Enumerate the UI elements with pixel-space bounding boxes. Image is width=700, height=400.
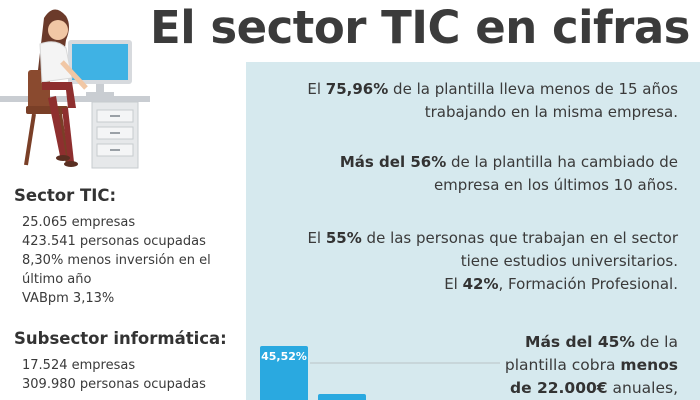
stat-text: empresa en los últimos 10 años. <box>433 176 678 194</box>
sector-tic-item: 25.065 empresas <box>22 215 136 230</box>
stat-text: trabajando en la misma empresa. <box>424 103 678 121</box>
stat-text: anuales, <box>607 379 679 397</box>
worker-at-desk-illustration <box>0 9 150 169</box>
subsector-section: Subsector informática: 17.524 empresas 3… <box>14 329 246 394</box>
stat-highlight: 55% <box>325 229 362 247</box>
stats-panel <box>246 62 700 400</box>
page-title: El sector TIC en cifras <box>150 1 690 54</box>
stat-job-change: Más del 56% de la plantilla ha cambiado … <box>340 151 678 197</box>
subsector-item: 309.980 personas ocupadas <box>22 377 206 392</box>
stat-text: plantilla cobra <box>504 356 621 374</box>
stat-text: El <box>444 275 463 293</box>
stat-highlight: 42% <box>462 275 499 293</box>
sector-tic-item: 423.541 personas ocupadas <box>22 234 206 249</box>
sector-tic-title: Sector TIC: <box>14 186 117 205</box>
stat-highlight: Más del 45% <box>525 333 635 351</box>
stat-text: El <box>307 229 326 247</box>
sector-tic-item: 8,30% menos inversión en el <box>22 253 211 268</box>
stat-salary: Más del 45% de la plantilla cobra menos … <box>505 331 678 400</box>
sector-tic-section: Sector TIC: 25.065 empresas 423.541 pers… <box>14 186 246 308</box>
stat-education: El 55% de las personas que trabajan en e… <box>307 227 678 296</box>
stat-tenure: El 75,96% de la plantilla lleva menos de… <box>307 78 678 124</box>
chart-bar <box>260 346 308 400</box>
stat-highlight: de 22.000€ <box>509 379 608 397</box>
stat-highlight: menos <box>620 356 678 374</box>
subsector-title: Subsector informática: <box>14 329 227 348</box>
salary-bar-chart: 45,52% <box>260 346 500 400</box>
sector-tic-item: último año <box>22 272 92 287</box>
sector-tic-item: VABpm 3,13% <box>22 291 115 306</box>
chart-bar <box>318 394 366 400</box>
stat-highlight: Más del 56% <box>339 153 447 171</box>
stat-text: de la plantilla lleva menos de 15 años <box>388 80 678 98</box>
stat-highlight: 75,96% <box>325 80 389 98</box>
stat-text: tiene estudios universitarios. <box>460 252 678 270</box>
stat-text: de la plantilla ha cambiado de <box>446 153 678 171</box>
subsector-item: 17.524 empresas <box>22 358 136 373</box>
stat-text: , Formación Profesional. <box>498 275 678 293</box>
chart-data-label: 45,52% <box>261 350 307 363</box>
stat-text: de la <box>634 333 678 351</box>
stat-text: El <box>307 80 326 98</box>
stat-text: de las personas que trabajan en el secto… <box>361 229 678 247</box>
